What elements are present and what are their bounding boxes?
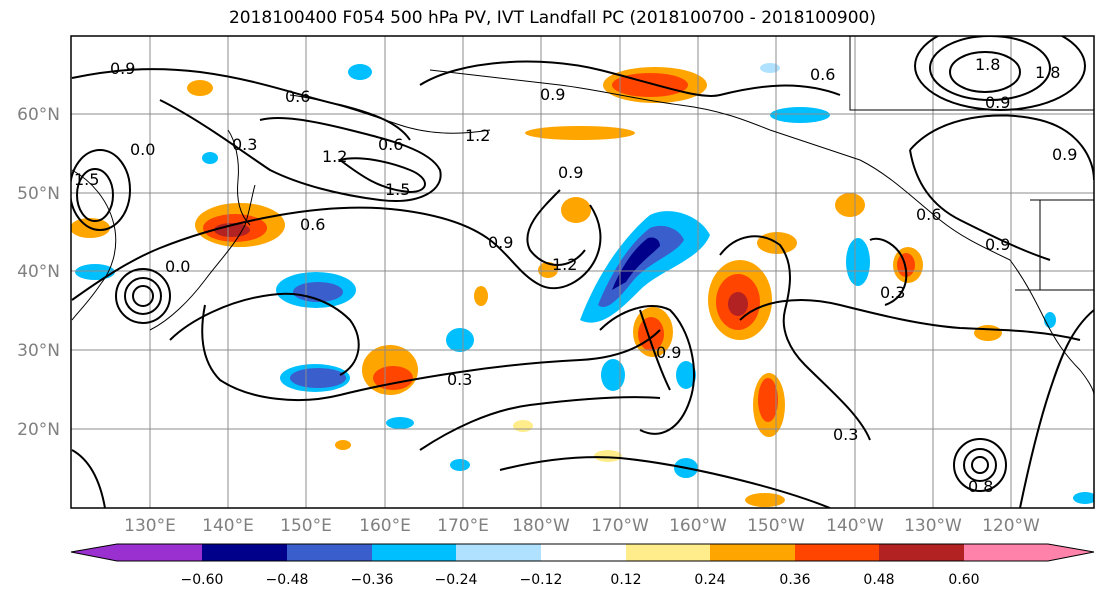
contour-label: 1.8 (975, 55, 1000, 74)
longitude-axis: 130°E 140°E 150°E 160°E 170°E 180°W 170°… (124, 516, 1040, 536)
contour-label: 0.3 (447, 370, 472, 389)
contour-label: 0.9 (1052, 145, 1077, 164)
gridlines (71, 36, 1094, 508)
contour-label: 0.0 (130, 140, 155, 159)
contour-label: 0.8 (968, 477, 993, 496)
contour-label: 1.5 (385, 180, 410, 199)
lat-tick-label: 60°N (17, 105, 60, 125)
contour-label: 1.2 (322, 147, 347, 166)
lat-tick-label: 40°N (17, 262, 60, 282)
colorbar-tick-label: −0.12 (520, 572, 563, 588)
latitude-axis: 60°N 50°N 40°N 30°N 20°N (17, 105, 60, 440)
lon-tick-label: 150°W (747, 516, 805, 536)
lat-tick-label: 30°N (17, 341, 60, 361)
lon-tick-label: 170°W (591, 516, 649, 536)
shaded-positive-anomalies (71, 67, 1002, 507)
contour-label: 0.9 (488, 233, 513, 252)
colorbar-segment (456, 544, 541, 561)
contour-label: 0.6 (285, 87, 310, 106)
colorbar-tick-label: 0.36 (779, 572, 810, 588)
contour-label: 1.8 (1035, 63, 1060, 82)
lon-tick-label: 180°W (512, 516, 570, 536)
colorbar-segment (626, 544, 710, 561)
lon-tick-label: 170°E (437, 516, 489, 536)
colorbar-segment (710, 544, 795, 561)
colorbar-tick-label: −0.36 (351, 572, 394, 588)
map-frame (70, 35, 1095, 509)
contour-label: 0.3 (833, 425, 858, 444)
contour-label: 0.6 (810, 65, 835, 84)
lon-tick-label: 130°W (904, 516, 962, 536)
contour-label: 0.6 (378, 135, 403, 154)
colorbar-tick-label: 0.60 (948, 572, 979, 588)
closed-contour-systems (71, 36, 1086, 492)
colorbar-tick-label: 0.12 (610, 572, 641, 588)
lon-tick-label: 130°E (124, 516, 176, 536)
contour-label: 0.6 (916, 205, 941, 224)
colorbar-segment (795, 544, 879, 561)
contour-label: 1.5 (74, 170, 99, 189)
colorbar-segment (879, 544, 964, 561)
lon-tick-label: 120°W (982, 516, 1040, 536)
contour-label: 0.9 (985, 93, 1010, 112)
contour-label: 0.9 (558, 163, 583, 182)
lat-tick-label: 50°N (17, 184, 60, 204)
colorbar-segment (71, 544, 117, 561)
map-panel (71, 36, 1094, 508)
lon-tick-label: 160°E (359, 516, 411, 536)
contour-label: 0.3 (232, 135, 257, 154)
contour-label: 1.2 (552, 255, 577, 274)
colorbar-tick-label: −0.24 (435, 572, 478, 588)
colorbar-segment (287, 544, 372, 561)
contour-label: 0.0 (165, 257, 190, 276)
contour-label: 0.9 (540, 85, 565, 104)
lon-tick-label: 140°W (826, 516, 884, 536)
map-title: 2018100400 F054 500 hPa PV, IVT Landfall… (228, 8, 876, 28)
contour-label: 0.3 (880, 283, 905, 302)
colorbar-segment (372, 544, 456, 561)
colorbar-tick-label: 0.24 (694, 572, 725, 588)
contour-labels: 0.9 0.6 0.3 0.6 1.2 1.5 0.6 0.9 1.2 0.9 … (74, 55, 1077, 496)
contour-label: 0.6 (300, 215, 325, 234)
colorbar-segment (117, 544, 202, 561)
colorbar-tick-label: 0.48 (863, 572, 894, 588)
colorbar-tick-label: −0.60 (181, 572, 224, 588)
pv-contours (71, 60, 1094, 508)
colorbar-segment (202, 544, 287, 561)
lat-tick-label: 20°N (17, 420, 60, 440)
contour-label: 0.9 (985, 235, 1010, 254)
colorbar-segment (1048, 544, 1094, 561)
contour-label: 1.2 (465, 126, 490, 145)
colorbar-segment (541, 544, 626, 561)
colorbar-tick-label: −0.48 (266, 572, 309, 588)
lon-tick-label: 150°E (280, 516, 332, 536)
colorbar: −0.60 −0.48 −0.36 −0.24 −0.12 0.12 0.24 … (70, 543, 1095, 588)
colorbar-outline (70, 543, 1095, 562)
contour-label: 0.9 (110, 59, 135, 78)
colorbar-segment (964, 544, 1048, 561)
lon-tick-label: 160°W (669, 516, 727, 536)
lon-tick-label: 140°E (202, 516, 254, 536)
contour-label: 0.9 (656, 343, 681, 362)
